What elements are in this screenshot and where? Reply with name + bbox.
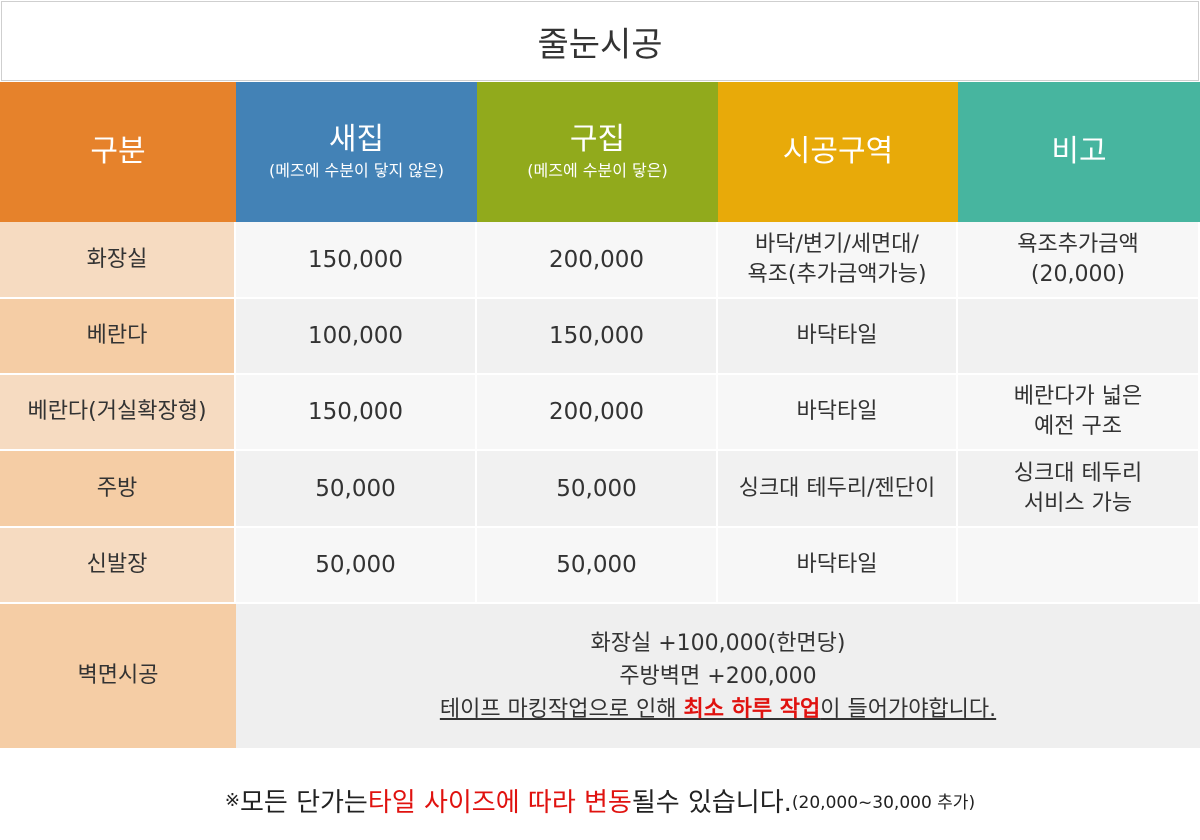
row-veranda-extended-area: 바닥타일 — [718, 375, 958, 451]
header-area: 시공구역 — [718, 82, 958, 222]
header-category-label: 구분 — [90, 134, 146, 169]
row-kitchen-old-price: 50,000 — [477, 451, 718, 528]
wall-line3: 테이프 마킹작업으로 인해 최소 하루 작업이 들어가야합니다. — [440, 693, 996, 726]
row-veranda-extended-old-price: 200,000 — [477, 375, 718, 451]
row-veranda-extended-note: 베란다가 넓은 예전 구조 — [958, 375, 1200, 451]
row-bathroom-old-price: 200,000 — [477, 222, 718, 299]
header-old-house-sub: (메즈에 수분이 닿은) — [527, 161, 668, 180]
wall-description: 화장실 +100,000(한면당) 주방벽면 +200,000 테이프 마킹작업… — [236, 604, 1200, 748]
header-category: 구분 — [0, 82, 236, 222]
footer-post: 될수 있습니다. — [631, 787, 792, 818]
footer-extra: (20,000~30,000 추가) — [791, 792, 976, 813]
row-wall-category: 벽면시공 — [0, 604, 236, 748]
row-shoe-cabinet-area: 바닥타일 — [718, 528, 958, 604]
reference-mark-icon: ※ — [224, 789, 240, 811]
row-shoe-cabinet-note — [958, 528, 1200, 604]
row-veranda-note — [958, 299, 1200, 375]
header-new-house: 새집 (메즈에 수분이 닿지 않은) — [236, 82, 477, 222]
wall-line1: 화장실 +100,000(한면당) — [590, 630, 846, 656]
row-shoe-cabinet-category: 신발장 — [0, 528, 236, 604]
page-title: 줄눈시공 — [1, 1, 1199, 81]
wall-line3-pre: 테이프 마킹작업으로 인해 — [439, 696, 684, 722]
row-kitchen-area: 싱크대 테두리/젠단이 — [718, 451, 958, 528]
row-veranda-area: 바닥타일 — [718, 299, 958, 375]
footer-pre: 모든 단가는 — [239, 787, 368, 818]
header-old-house: 구집 (메즈에 수분이 닿은) — [477, 82, 718, 222]
row-kitchen-note-line1: 싱크대 테두리 — [1013, 460, 1143, 486]
row-bathroom-note-line2: (20,000) — [1030, 261, 1126, 287]
row-veranda-extended-category: 베란다(거실확장형) — [0, 375, 236, 451]
header-old-house-label: 구집 — [569, 122, 626, 157]
header-new-house-label: 새집 — [328, 122, 385, 157]
row-bathroom-area-line2: 욕조(추가금액가능) — [747, 261, 927, 287]
wall-line3-highlight: 최소 하루 작업 — [683, 696, 821, 722]
wall-line3-post: 이 들어가야합니다. — [820, 696, 997, 722]
row-shoe-cabinet-old-price: 50,000 — [477, 528, 718, 604]
wall-line2: 주방벽면 +200,000 — [619, 663, 817, 689]
row-bathroom-note: 욕조추가금액 (20,000) — [958, 222, 1200, 299]
row-bathroom-new-price: 150,000 — [236, 222, 477, 299]
row-kitchen-note: 싱크대 테두리 서비스 가능 — [958, 451, 1200, 528]
row-veranda-extended-note-line2: 예전 구조 — [1034, 414, 1122, 439]
header-area-label: 시공구역 — [782, 134, 894, 169]
row-kitchen-category: 주방 — [0, 451, 236, 528]
header-note: 비고 — [958, 82, 1200, 222]
row-veranda-new-price: 100,000 — [236, 299, 477, 375]
row-kitchen-note-line2: 서비스 가능 — [1023, 490, 1133, 516]
row-veranda-category: 베란다 — [0, 299, 236, 375]
row-veranda-extended-new-price: 150,000 — [236, 375, 477, 451]
footer-highlight: 타일 사이즈에 따라 변동 — [367, 787, 632, 818]
header-note-label: 비고 — [1051, 134, 1107, 169]
row-bathroom-category: 화장실 — [0, 222, 236, 299]
row-bathroom-area-line1: 바닥/변기/세면대/ — [755, 231, 919, 257]
row-shoe-cabinet-new-price: 50,000 — [236, 528, 477, 604]
row-kitchen-new-price: 50,000 — [236, 451, 477, 528]
header-new-house-sub: (메즈에 수분이 닿지 않은) — [269, 161, 444, 180]
row-bathroom-note-line1: 욕조추가금액 — [1017, 231, 1139, 257]
row-veranda-extended-note-line1: 베란다가 넓은 — [1013, 384, 1143, 409]
footer-note: ※ 모든 단가는 타일 사이즈에 따라 변동 될수 있습니다. (20,000~30,… — [0, 770, 1200, 830]
row-bathroom-area: 바닥/변기/세면대/ 욕조(추가금액가능) — [718, 222, 958, 299]
row-veranda-old-price: 150,000 — [477, 299, 718, 375]
